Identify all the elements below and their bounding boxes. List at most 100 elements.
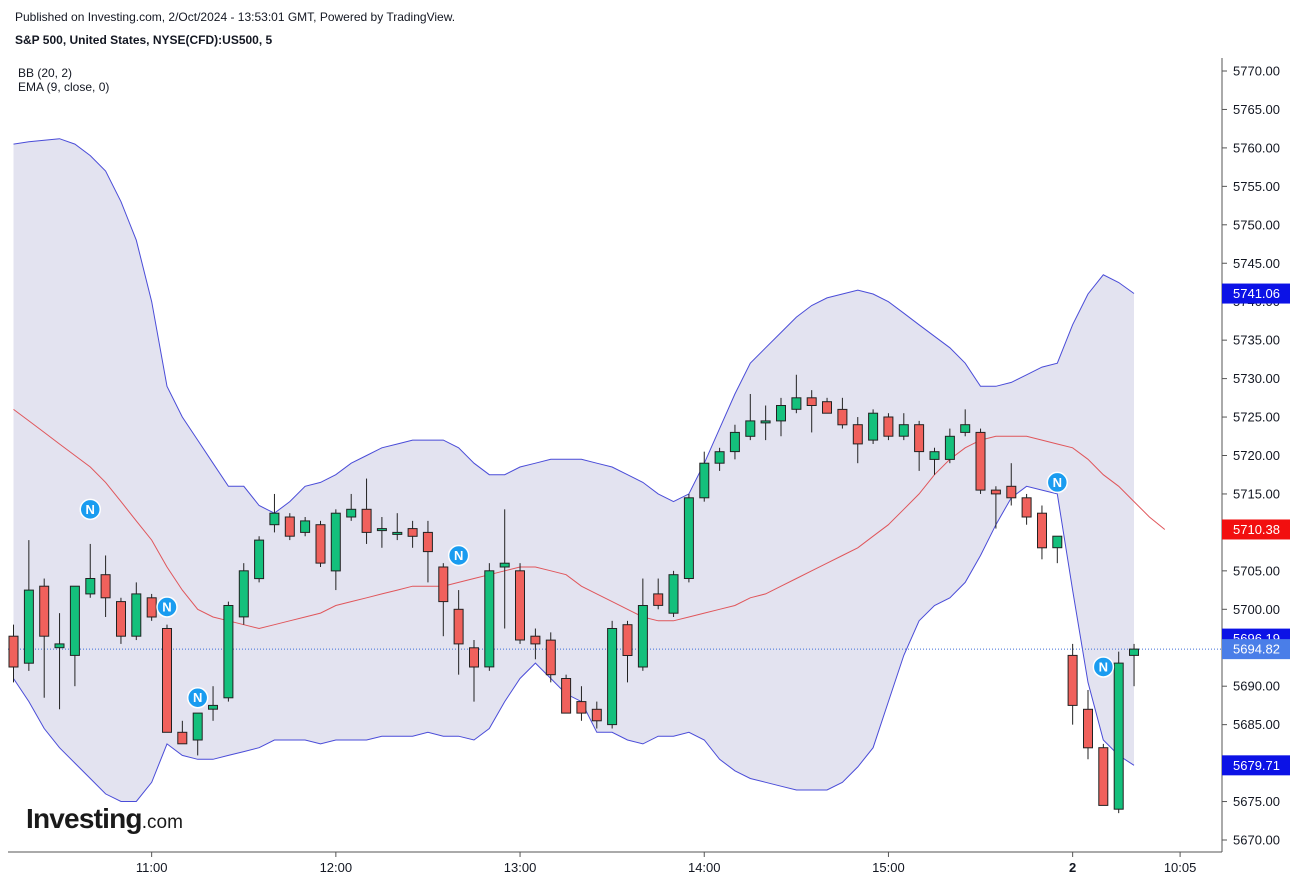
candle [914, 420, 925, 471]
candle [23, 540, 34, 671]
candle [116, 597, 126, 644]
price-label-bb_basis: 5710.38 [1222, 519, 1290, 540]
candle-body [960, 424, 971, 433]
candle-body [54, 643, 65, 649]
candle [422, 520, 433, 583]
indicator-ema-legend[interactable]: EMA (9, close, 0) [18, 80, 110, 94]
bb-basis-line [13, 408, 1166, 630]
candle-body [791, 397, 802, 410]
candle-body [23, 589, 34, 664]
candle-body [714, 451, 725, 464]
candle [760, 405, 771, 441]
candle [361, 478, 372, 544]
candle-body [376, 528, 387, 532]
event-marker: N [447, 544, 470, 567]
candle [499, 509, 510, 629]
candle [330, 509, 341, 591]
candle [668, 570, 679, 617]
candle [469, 640, 479, 702]
candle [683, 493, 694, 583]
candle [837, 397, 848, 429]
candle [223, 601, 234, 702]
axes: 5770.00 5765.00 5760.00 5755.00 5750.00 5745.… [8, 58, 1290, 875]
x-tick-label: 2 [1069, 860, 1076, 875]
candle-body [591, 708, 602, 722]
candle-body [499, 562, 510, 568]
candle-body [223, 605, 234, 699]
candle-body [392, 531, 403, 535]
candle [208, 686, 218, 721]
candle-body [238, 570, 249, 618]
event-marker-circle [186, 686, 209, 709]
event-marker-label: N [162, 599, 171, 614]
candle-body [1052, 535, 1063, 549]
y-tick-label: 5705.00 [1233, 563, 1280, 578]
candle [131, 582, 142, 641]
candle-body [914, 424, 925, 453]
y-tick-label: 5725.00 [1233, 410, 1280, 425]
candle-body [653, 593, 664, 606]
candle-body [561, 678, 572, 714]
candle-body [990, 489, 1001, 495]
y-tick-label: 5685.00 [1233, 717, 1280, 732]
candle [1083, 690, 1093, 760]
candle-body [1113, 662, 1124, 810]
candle-body [407, 528, 418, 537]
candle-body [668, 574, 679, 614]
y-tick-label: 5760.00 [1233, 140, 1280, 155]
x-tick-label: 14:00 [688, 860, 721, 875]
candle [392, 513, 403, 541]
x-tick-label: 13:00 [504, 860, 537, 875]
candle [530, 628, 541, 660]
candle-body [346, 508, 357, 518]
x-tick-label: 10:05 [1164, 860, 1197, 875]
event-marker: N [79, 498, 101, 521]
candle [39, 578, 50, 698]
candle [1052, 535, 1063, 564]
event-marker-label: N [86, 502, 95, 517]
y-tick-label: 5700.00 [1233, 602, 1280, 617]
bb-fill [13, 138, 1134, 802]
candle-body [607, 628, 618, 726]
event-marker-label: N [193, 690, 202, 705]
candle-body [868, 412, 879, 441]
candle [960, 409, 971, 437]
candle [407, 520, 418, 548]
candle [162, 624, 172, 733]
y-tick-label: 5720.00 [1233, 448, 1280, 463]
candle-body [469, 647, 479, 668]
event-marker-label: N [1053, 475, 1062, 490]
candle-body [1098, 747, 1109, 806]
candle-body [637, 605, 648, 668]
y-tick-label: 5755.00 [1233, 179, 1280, 194]
event-marker-circle [447, 544, 470, 567]
x-tick-label: 15:00 [872, 860, 905, 875]
price-label-box [1222, 639, 1290, 660]
indicator-bb-legend[interactable]: BB (20, 2) [18, 66, 73, 80]
price-label-bb_lower: 5679.71 [1222, 755, 1290, 776]
candle [100, 555, 111, 617]
price-label-bb_upper: 5741.06 [1222, 283, 1290, 304]
candle-body [146, 597, 157, 618]
candle [1021, 493, 1032, 525]
event-marker: N [1092, 656, 1115, 678]
candle [852, 417, 863, 464]
candle [822, 397, 832, 414]
candle [990, 486, 1001, 529]
candle-body [760, 420, 771, 424]
published-caption: Published on Investing.com, 2/Oct/2024 -… [15, 10, 456, 24]
candle-body [975, 431, 986, 491]
x-tick-label: 12:00 [320, 860, 353, 875]
event-marker-circle [1046, 471, 1069, 494]
y-tick-label: 5750.00 [1233, 217, 1280, 232]
candle [269, 493, 280, 533]
candle-body [929, 451, 940, 460]
candle-body [361, 508, 372, 533]
candle-body [1067, 654, 1078, 706]
event-marker: N [156, 596, 178, 618]
candle-body [254, 539, 265, 580]
candle-body [284, 516, 295, 537]
candle-body [269, 512, 280, 526]
candle [729, 424, 740, 460]
